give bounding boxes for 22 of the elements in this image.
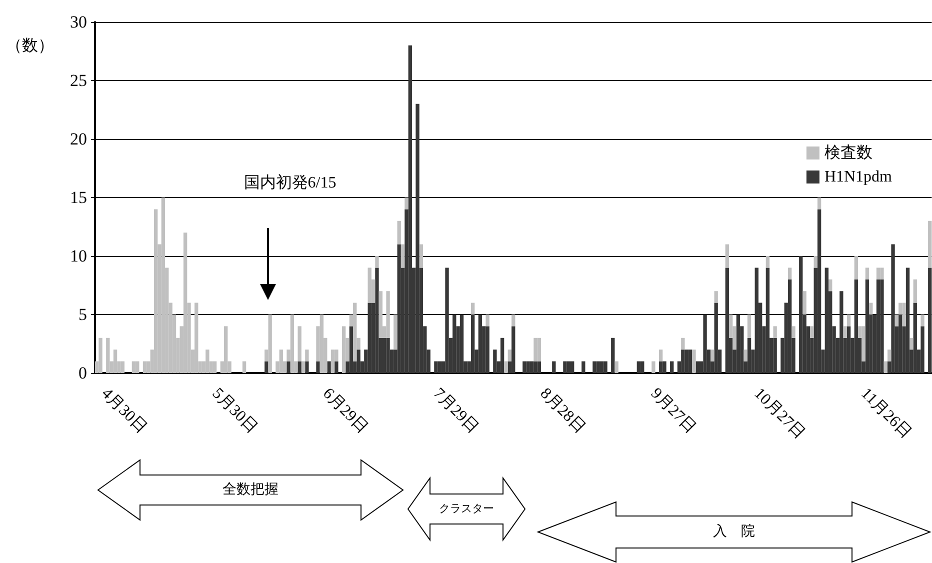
y-axis-title: （数） <box>6 38 54 54</box>
legend-label: H1N1pdm <box>824 168 893 186</box>
text: 全数把握 <box>222 482 278 498</box>
text: クラスター <box>439 503 494 515</box>
x-tick-label: 10月27日 <box>750 384 808 442</box>
x-tick-label: 4月30日 <box>98 384 150 437</box>
y-tick-label: 0 <box>78 364 87 382</box>
x-tick-label: 6月29日 <box>319 384 371 437</box>
x-tick-label: 7月29日 <box>430 384 482 437</box>
y-tick-label: 25 <box>70 71 87 90</box>
x-tick-label: 5月30日 <box>208 384 260 437</box>
y-tick-label: 5 <box>78 305 87 324</box>
legend-label: 検査数 <box>824 144 872 162</box>
x-tick-label: 11月26日 <box>858 384 914 442</box>
y-tick-label: 10 <box>70 246 87 266</box>
y-tick-label: 30 <box>70 12 87 32</box>
y-tick-label: 15 <box>70 188 87 207</box>
x-tick-label: 8月28日 <box>536 384 588 437</box>
annotation: 国内初発6/15 <box>244 174 336 192</box>
text: 入 院 <box>713 524 755 540</box>
y-tick-label: 20 <box>70 130 87 148</box>
x-tick-label: 9月27日 <box>647 384 700 437</box>
